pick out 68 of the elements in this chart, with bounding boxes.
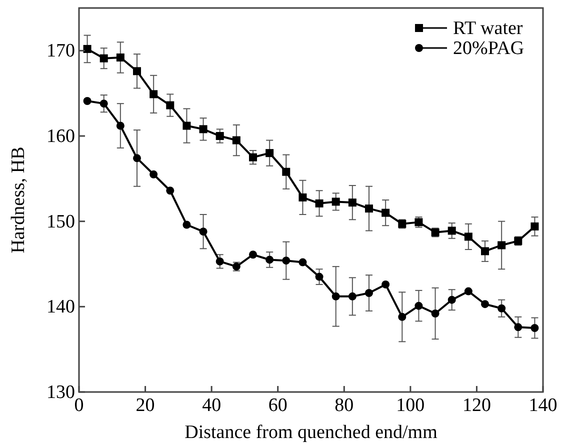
x-tick-label: 20 (136, 395, 155, 416)
point (166, 186, 174, 195)
point (116, 122, 124, 130)
point (315, 199, 324, 208)
point (365, 204, 373, 213)
point (530, 222, 539, 230)
x-tick-label: 60 (268, 395, 288, 416)
y-tick-label: 130 (46, 382, 75, 403)
point (398, 312, 406, 321)
x-tick-label: 120 (462, 395, 491, 416)
point (464, 287, 472, 296)
point (431, 309, 440, 318)
point (298, 193, 307, 202)
x-tick-label: 40 (202, 395, 222, 416)
point (216, 132, 224, 140)
point (182, 220, 191, 229)
point (481, 300, 489, 308)
point (100, 54, 108, 62)
y-tick-label: 170 (46, 40, 75, 62)
point (282, 256, 290, 265)
point (382, 280, 390, 288)
point (365, 289, 373, 298)
point (133, 154, 141, 162)
point (249, 250, 257, 259)
point (216, 257, 224, 266)
point (315, 272, 324, 281)
point (199, 228, 208, 236)
point (150, 90, 158, 98)
y-tick-label: 150 (46, 211, 75, 232)
point (282, 168, 290, 176)
point (249, 153, 257, 162)
point (348, 198, 356, 207)
y-tick-label: 160 (46, 126, 75, 147)
y-tick-label: 140 (46, 296, 75, 318)
point (266, 149, 274, 158)
x-tick-label: 0 (74, 395, 84, 416)
x-tick-label: 100 (396, 395, 425, 416)
y-axis-title: Hardness, HB (8, 146, 29, 254)
point (83, 44, 92, 53)
point (414, 302, 423, 310)
legend-label: RT water (453, 18, 524, 39)
point (199, 125, 208, 134)
point (182, 122, 191, 130)
x-tick-label: 80 (334, 395, 354, 416)
point (266, 256, 274, 264)
point (100, 100, 108, 108)
point (166, 101, 174, 110)
point (498, 241, 506, 250)
point (348, 292, 356, 300)
x-axis-title: Distance from quenched end/mm (184, 422, 438, 443)
point (116, 53, 124, 62)
point (530, 324, 539, 332)
x-tick-label: 140 (528, 395, 558, 416)
point (298, 258, 307, 266)
point (464, 232, 472, 241)
point (332, 292, 340, 300)
point (514, 323, 522, 332)
point (448, 296, 456, 304)
point (83, 97, 92, 106)
point (133, 67, 141, 76)
point (498, 304, 506, 312)
legend-label: 20%PAG (453, 38, 524, 59)
point (150, 170, 158, 178)
point (332, 198, 340, 206)
point (382, 208, 390, 217)
point (448, 226, 456, 235)
point (232, 136, 240, 144)
point (481, 247, 489, 256)
